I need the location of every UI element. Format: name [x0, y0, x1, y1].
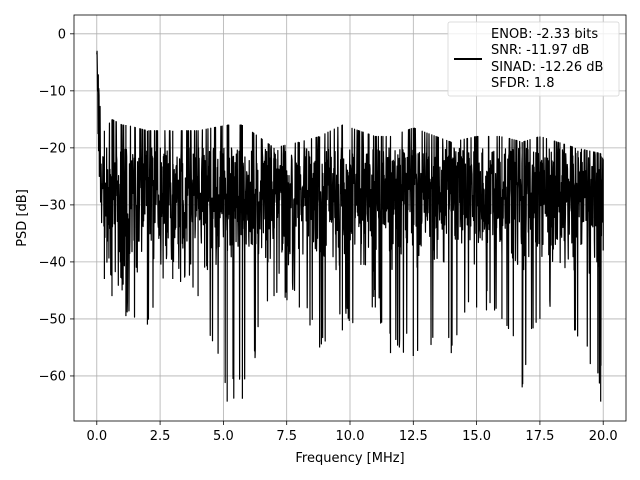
y-tick-label: −20 — [39, 141, 66, 156]
legend-entry-sfdr: SFDR: 1.8 — [491, 76, 555, 91]
x-tick-label: 20.0 — [589, 429, 618, 444]
x-axis-title: Frequency [MHz] — [295, 451, 404, 466]
x-tick-label: 17.5 — [525, 429, 554, 444]
y-tick-label: −40 — [39, 255, 66, 270]
x-tick-label: 12.5 — [399, 429, 428, 444]
legend-entry-sinad: SINAD: -12.26 dB — [491, 60, 603, 75]
x-tick-label: 10.0 — [336, 429, 365, 444]
x-tick-label: 2.5 — [150, 429, 171, 444]
data-layer — [96, 50, 604, 402]
x-tick-label: 5.0 — [213, 429, 234, 444]
legend-box — [447, 21, 620, 97]
x-axis: 0.0 2.5 5.0 7.5 10.0 12.5 15.0 17.5 20.0 — [86, 421, 618, 444]
y-tick-label: −50 — [39, 312, 66, 327]
legend-entry-enob: ENOB: -2.33 bits — [491, 27, 598, 42]
y-tick-label: 0 — [58, 27, 66, 42]
x-tick-label: 15.0 — [462, 429, 491, 444]
x-tick-label: 0.0 — [86, 429, 107, 444]
y-tick-label: −60 — [39, 369, 66, 384]
y-axis: 0 −10 −20 −30 −40 −50 −60 — [39, 27, 74, 384]
legend-entry-snr: SNR: -11.97 dB — [491, 43, 589, 58]
y-tick-label: −30 — [39, 198, 66, 213]
legend: ENOB: -2.33 bits SNR: -11.97 dB SINAD: -… — [447, 21, 620, 97]
y-axis-title: PSD [dB] — [15, 189, 30, 247]
psd-series-line — [96, 50, 604, 402]
y-tick-label: −10 — [39, 84, 66, 99]
x-tick-label: 7.5 — [276, 429, 297, 444]
